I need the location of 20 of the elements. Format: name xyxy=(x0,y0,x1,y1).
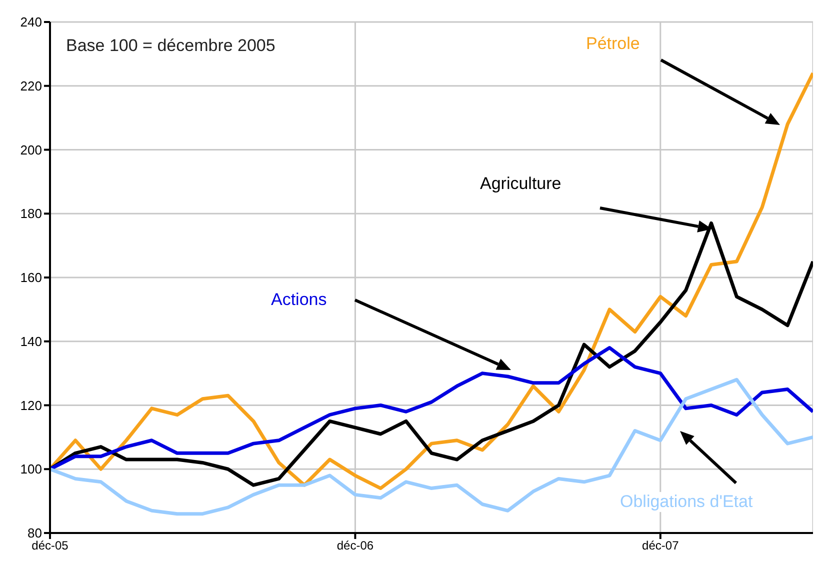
y-tick-label: 80 xyxy=(28,526,42,541)
line-series xyxy=(50,71,813,490)
y-tick-label: 100 xyxy=(20,462,42,477)
y-tick-label: 240 xyxy=(20,14,42,30)
x-tick-label: déc-07 xyxy=(642,538,680,553)
text: Actions xyxy=(271,290,327,310)
text: Pétrole xyxy=(586,34,640,54)
line-series xyxy=(50,378,813,516)
y-tick-label: 220 xyxy=(20,78,42,94)
y-tick-label: 180 xyxy=(20,206,42,222)
line-series xyxy=(50,346,813,471)
annotation: Base 100 = décembre 2005 xyxy=(66,36,276,56)
y-tick-label: 140 xyxy=(20,334,42,349)
x-tick-label: déc-06 xyxy=(336,538,374,553)
y-tick-label: 200 xyxy=(20,142,42,158)
series-label: Obligations d'Etat xyxy=(620,492,753,512)
x-tick-label: déc-05 xyxy=(32,538,69,553)
y-tick-label: 160 xyxy=(20,270,42,286)
text: Agriculture xyxy=(480,174,562,194)
y-tick-label: 120 xyxy=(20,398,42,413)
